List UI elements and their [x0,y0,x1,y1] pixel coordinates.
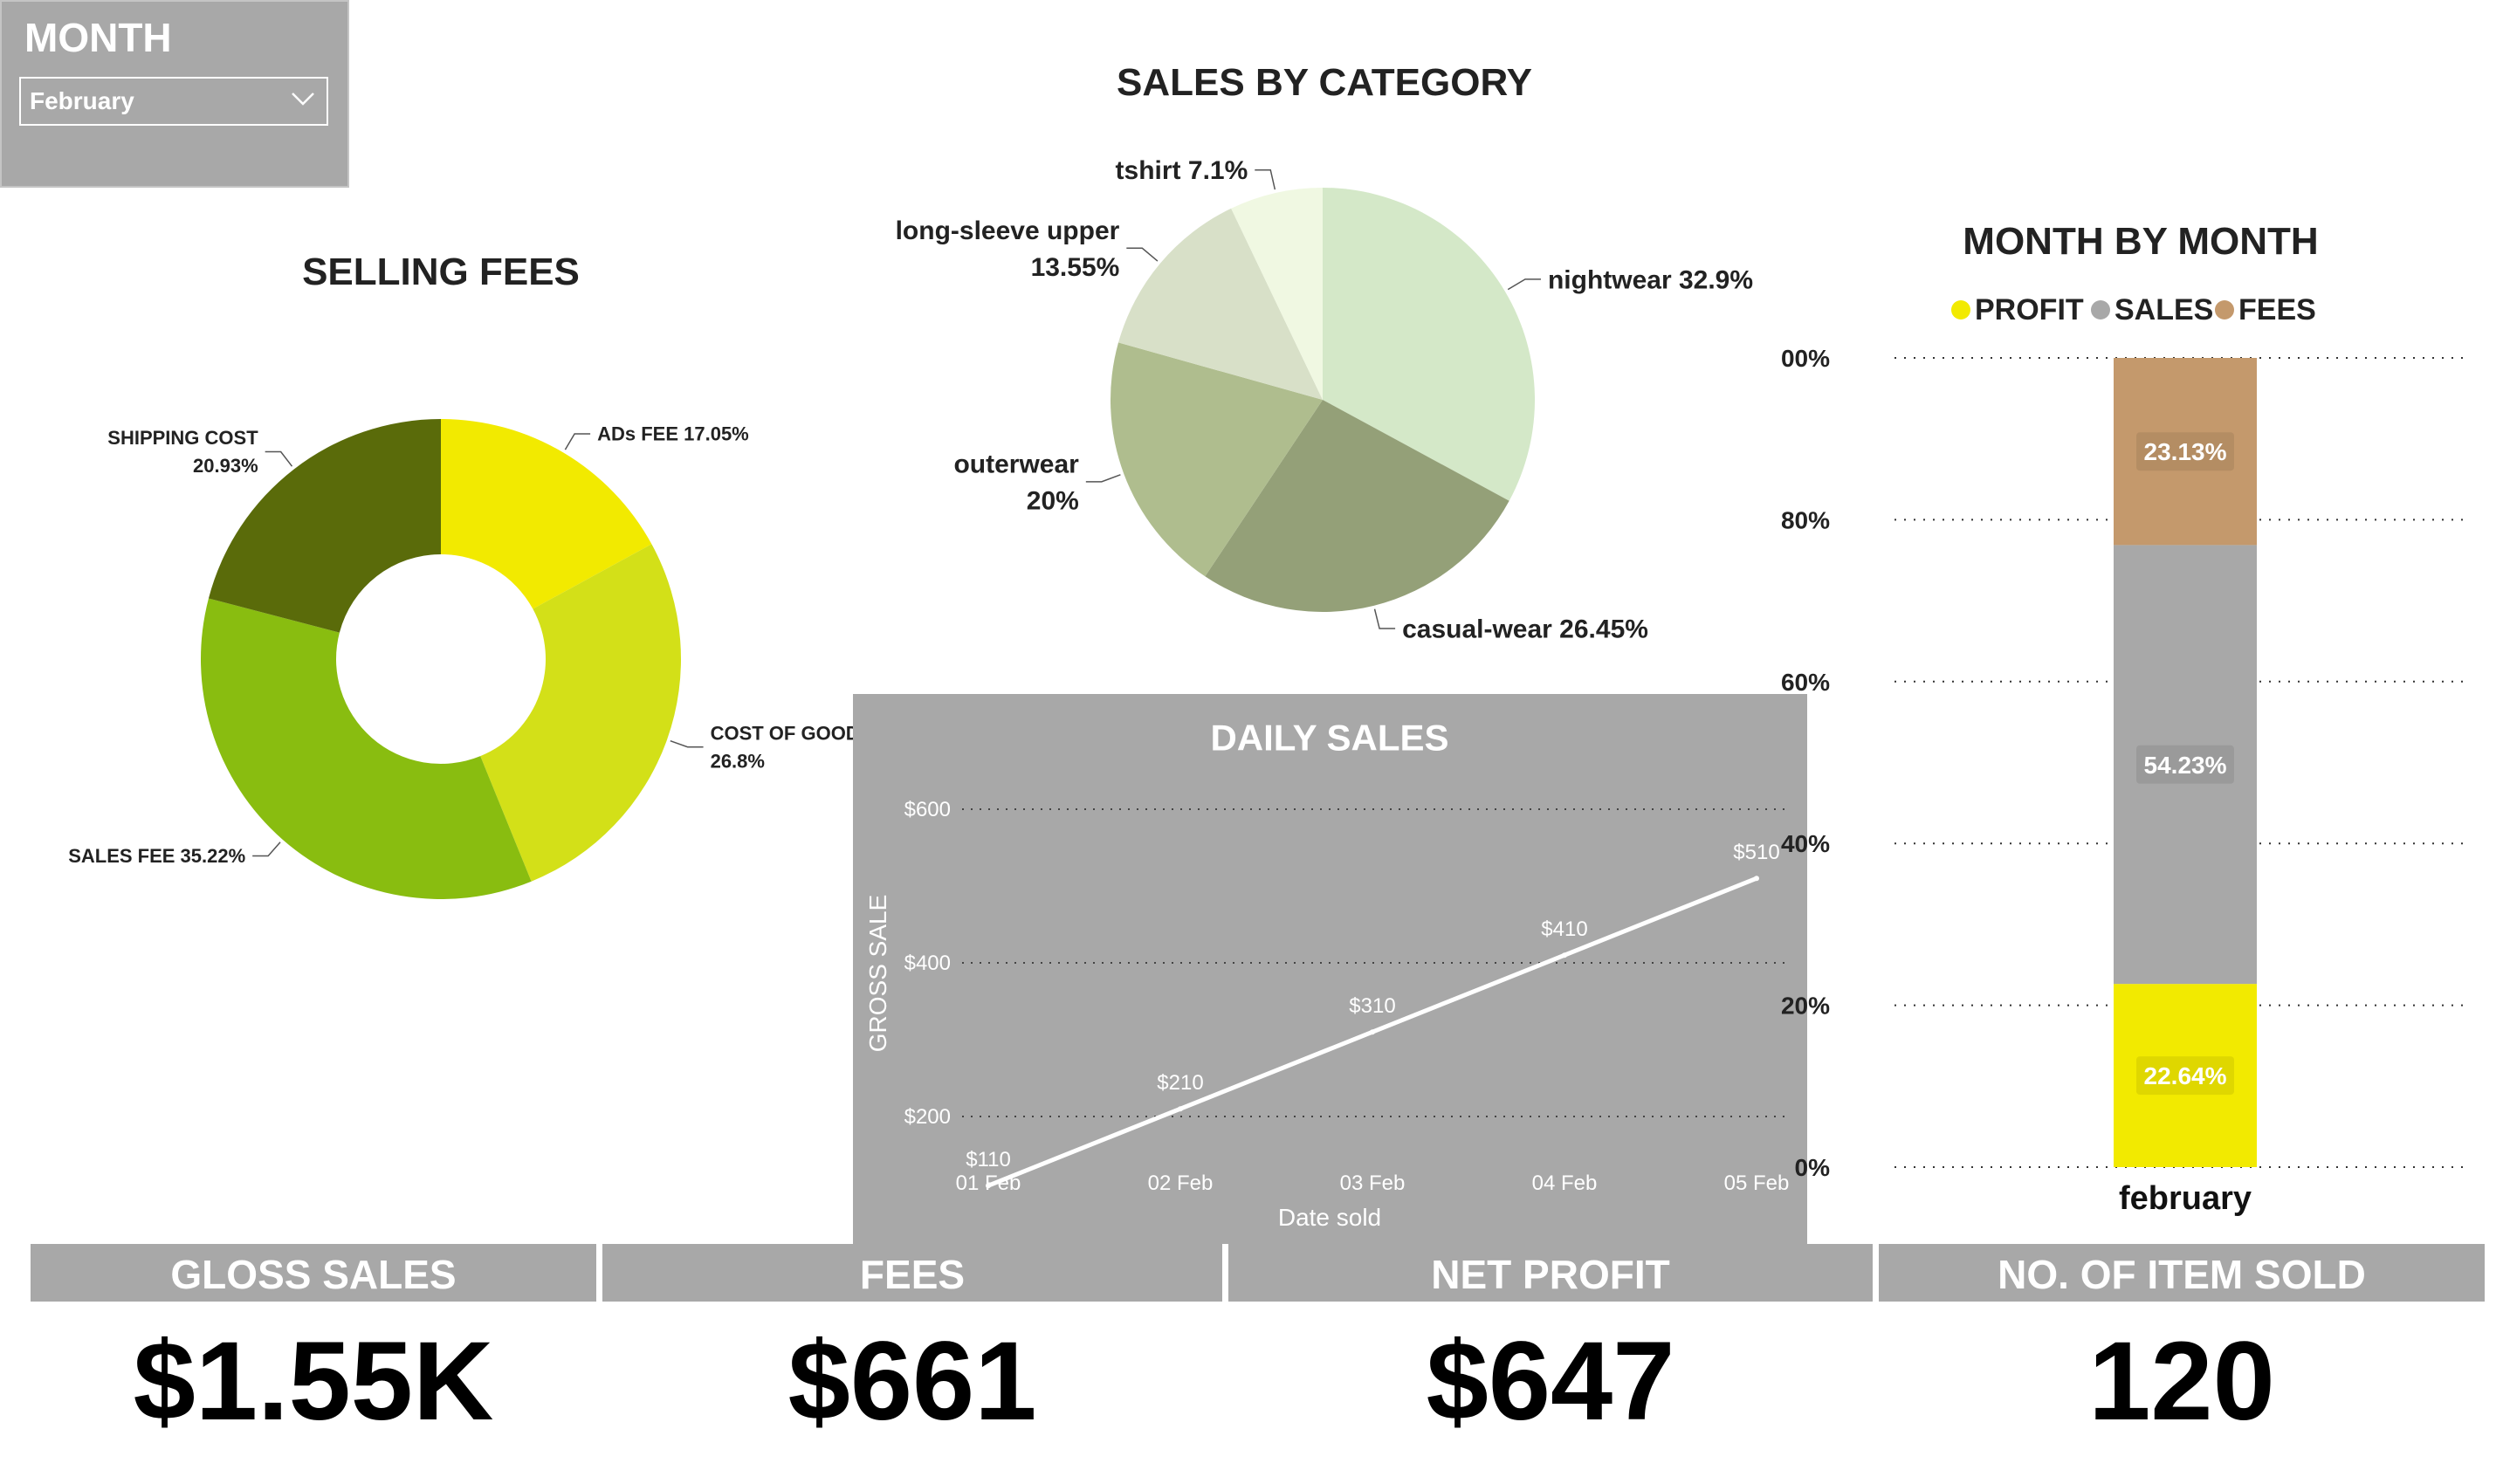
leader-line-sales-fee [252,842,281,857]
xtick-label-02-feb: 02 Feb [1148,1171,1214,1195]
data-label-05-feb: $510 [1733,841,1779,864]
kpi-net-profit-label: NET PROFIT [1228,1244,1873,1302]
xtick-label-03-feb: 03 Feb [1340,1171,1406,1195]
kpi-items-sold-value: 120 [2088,1319,2275,1444]
slice-casual-wear [1205,400,1509,612]
kpi-fees-value: $661 [787,1319,1037,1444]
label-casual-wear: casual-wear 26.45% [1402,615,1648,644]
month-slicer: MONTH February [0,0,349,188]
legend-marker-fees [2215,300,2234,319]
xtick-label-05-feb: 05 Feb [1724,1171,1790,1195]
data-label-bg-sales [2136,745,2234,784]
chevron-down-icon [292,93,314,106]
label-shipping-cost-2: 20.93% [193,455,258,477]
leader-line-casual-wear [1373,608,1396,629]
y-axis-label: GROSS SALE [864,895,891,1053]
legend-marker-sales [2091,300,2110,319]
ytick-label-20: 20% [1781,993,1830,1020]
legend-label-profit: PROFIT [1975,293,2084,326]
label-ads-fee: ADs FEE 17.05% [597,423,749,445]
bar-segment-profit [2114,984,2257,1167]
legend-marker-profit [1951,300,1970,319]
ytick-label-0: 0% [1795,1154,1831,1181]
legend-label-fees: FEES [2238,293,2316,326]
slice-long-sleeve-upper [1118,208,1323,400]
leader-line-nightwear [1507,278,1541,291]
kpi-gloss-sales-value: $1.55K [133,1319,494,1444]
leader-line-long-sleeve-upper [1126,247,1159,262]
kpi-gloss-sales-label: GLOSS SALES [31,1244,596,1302]
leader-line-ads-fee [564,433,591,450]
slicer-title: MONTH [24,15,172,60]
data-label-01-feb: $110 [966,1148,1011,1171]
ytick-label-400: $400 [904,952,951,975]
data-label-04-feb: $410 [1541,917,1587,941]
bar-segment-fees [2114,358,2257,546]
selling-fees-title: SELLING FEES [302,251,580,293]
kpi-net-profit-value: $647 [1426,1319,1675,1444]
data-label-03-feb: $310 [1349,994,1395,1018]
label-cost-of-goods-1: COST OF GOODS [711,722,856,744]
data-point-04-feb [1562,952,1567,958]
xtick-label-february: february [2119,1180,2252,1217]
slice-nightwear [1323,188,1535,501]
label-long-sleeve-upper-2: 13.55% [1031,253,1120,282]
data-label-bg-profit [2136,1056,2234,1096]
slice-ads-fee [441,419,652,609]
ytick-label-40: 40% [1781,830,1830,857]
data-point-05-feb [1754,876,1759,882]
data-label-fees: 23.13% [2144,438,2227,465]
data-point-03-feb [1370,1029,1375,1035]
label-long-sleeve-upper-1: long-sleeve upper [896,216,1120,245]
slice-sales-fee [200,598,532,899]
selling-fees-donut-chart: ADs FEE 17.05% COST OF GOODS 26.8% SALES FE… [68,419,856,899]
x-axis-label: Date sold [1278,1204,1381,1231]
label-cost-of-goods-2: 26.8% [711,750,765,772]
leader-line-cost-of-goods [670,739,704,748]
kpi-items-sold-label: NO. OF ITEM SOLD [1879,1244,2485,1302]
kpi-fees-label: FEES [602,1244,1222,1302]
data-label-02-feb: $210 [1157,1071,1203,1095]
xtick-label-04-feb: 04 Feb [1532,1171,1598,1195]
label-shipping-cost-1: SHIPPING COST [107,427,258,449]
ytick-label-200: $200 [904,1105,951,1129]
slice-shipping-cost [208,419,441,633]
label-nightwear: nightwear 32.9% [1548,265,1753,294]
data-point-02-feb [1178,1106,1183,1112]
sales-by-category-pie-chart: nightwear 32.9% casual-wear 26.45% outerwe… [896,156,1753,644]
ytick-label-60: 60% [1781,669,1830,696]
ytick-label-100: 100% [1781,345,1830,372]
month-dropdown-value: February [30,87,134,114]
daily-sales-title: DAILY SALES [1210,717,1448,758]
leader-line-shipping-cost [265,450,293,467]
sales-by-category-title: SALES BY CATEGORY [1117,61,1532,104]
legend-label-sales: SALES [2114,293,2213,326]
ytick-label-600: $600 [904,798,951,821]
month-dropdown[interactable]: February [19,77,328,126]
slice-cost-of-goods [480,544,681,882]
daily-sales-panel [853,694,1807,1244]
data-label-profit: 22.64% [2144,1062,2227,1089]
month-by-month-title: MONTH BY MONTH [1963,220,2319,263]
bar-segment-sales [2114,545,2257,985]
label-tshirt: tshirt 7.1% [1116,156,1248,185]
slice-tshirt [1231,188,1323,400]
data-label-bg-fees [2136,432,2234,471]
leader-line-tshirt [1255,168,1276,190]
leader-line-outerwear [1085,474,1121,483]
label-outerwear-2: 20% [1027,486,1079,515]
label-outerwear-1: outerwear [953,450,1079,478]
ytick-label-80: 80% [1781,506,1830,533]
slice-outerwear [1111,342,1323,577]
label-sales-fee: SALES FEE 35.22% [68,845,245,867]
month-by-month-bar-chart: PROFIT SALES FEES 0% 20% 40% 60% 80% 100% 22.64% 5… [1781,293,2471,1217]
data-point-01-feb [986,1183,991,1189]
data-label-sales: 54.23% [2144,752,2227,779]
